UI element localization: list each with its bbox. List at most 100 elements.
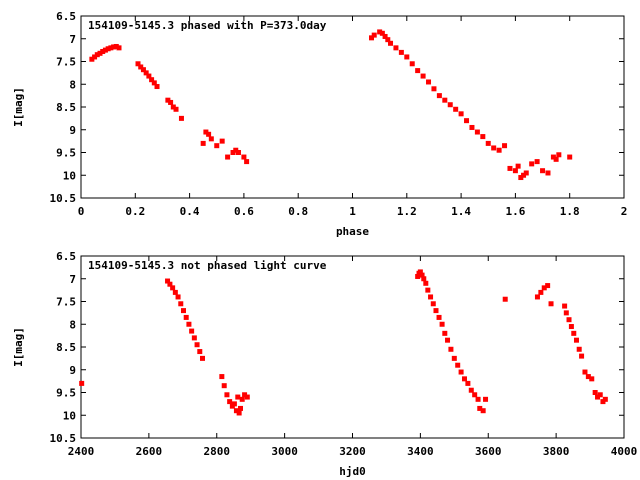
data-point [154, 84, 160, 90]
data-point [556, 152, 562, 158]
chart-title: 154109-5145.3 phased with P=373.0day [88, 19, 327, 32]
data-point [421, 276, 427, 282]
y-tick-label: 9 [69, 124, 76, 137]
data-point [571, 330, 577, 336]
y-tick-label: 8 [69, 318, 76, 331]
data-point [404, 54, 410, 60]
data-point [445, 337, 451, 343]
x-tick-label: 3000 [271, 445, 298, 458]
y-tick-label: 7 [69, 33, 76, 46]
data-point [567, 154, 573, 160]
data-point [568, 324, 574, 330]
data-point [502, 143, 508, 149]
data-point [111, 44, 117, 50]
data-point [447, 102, 453, 108]
data-point [146, 73, 152, 79]
data-point [165, 97, 171, 103]
data-point [242, 392, 248, 398]
data-point [239, 396, 245, 402]
x-tick-label: 2400 [68, 445, 95, 458]
data-point [102, 47, 108, 53]
data-point [173, 106, 179, 112]
data-point [553, 156, 559, 162]
x-tick-label: 1.4 [451, 205, 471, 218]
y-tick-label: 9.5 [56, 147, 76, 160]
data-point [562, 303, 568, 309]
data-point [194, 342, 200, 348]
data-point [369, 35, 375, 41]
data-point [472, 392, 478, 398]
data-point [448, 346, 454, 352]
data-point [545, 170, 551, 176]
data-point [595, 394, 601, 400]
y-tick-label: 10 [63, 409, 76, 422]
data-point [475, 396, 481, 402]
x-tick-label: 1.8 [560, 205, 580, 218]
data-point [233, 408, 239, 414]
data-point [573, 337, 579, 343]
data-point [426, 79, 432, 85]
y-tick-label: 8.5 [56, 101, 76, 114]
y-tick-label: 7 [69, 273, 76, 286]
x-tick-label: 0.6 [234, 205, 254, 218]
data-point [235, 150, 241, 155]
data-point [178, 301, 184, 307]
x-tick-label: 2 [621, 205, 628, 218]
x-tick-label: 3400 [407, 445, 434, 458]
data-point [244, 159, 250, 165]
data-point [480, 408, 486, 414]
data-point [244, 394, 250, 400]
y-tick-label: 6.5 [56, 250, 76, 263]
data-point [458, 111, 464, 117]
data-point [464, 118, 470, 124]
data-point [477, 405, 483, 411]
data-point [521, 172, 527, 178]
data-point [377, 29, 383, 35]
x-tick-label: 0.2 [125, 205, 145, 218]
x-tick-label: 1 [349, 205, 356, 218]
data-point [431, 86, 437, 92]
x-tick-label: 1.6 [505, 205, 525, 218]
x-axis-label: hjd0 [339, 465, 366, 478]
y-tick-label: 10.5 [50, 192, 77, 205]
data-point [108, 45, 114, 51]
data-point [465, 380, 471, 386]
data-point [534, 159, 540, 165]
data-point [227, 399, 233, 405]
data-point [455, 362, 461, 368]
data-point [236, 410, 242, 416]
data-point [436, 314, 442, 320]
x-tick-label: 3200 [339, 445, 366, 458]
data-point [89, 56, 95, 62]
data-point [453, 106, 459, 112]
data-point [199, 355, 205, 361]
data-point [550, 154, 556, 160]
data-point [200, 140, 206, 146]
data-point [541, 285, 547, 291]
data-point [582, 369, 588, 375]
data-point [230, 150, 236, 155]
x-tick-label: 2600 [136, 445, 163, 458]
data-point [143, 70, 149, 76]
data-point [219, 374, 225, 380]
data-point [491, 145, 497, 151]
data-point [382, 33, 388, 39]
data-points [79, 269, 608, 416]
data-point [483, 396, 489, 402]
data-point [566, 317, 572, 323]
data-point [235, 394, 241, 400]
data-point [409, 61, 415, 67]
data-point [538, 289, 544, 295]
data-point [203, 129, 209, 135]
x-tick-label: 4000 [611, 445, 638, 458]
data-point [178, 115, 184, 121]
data-point [219, 138, 225, 144]
data-point [461, 376, 467, 382]
data-point [238, 405, 244, 411]
data-point [469, 124, 475, 130]
y-tick-label: 7.5 [56, 296, 76, 309]
data-point [231, 401, 237, 407]
x-tick-label: 0.4 [180, 205, 200, 218]
data-point [189, 328, 195, 334]
data-points [89, 29, 573, 181]
